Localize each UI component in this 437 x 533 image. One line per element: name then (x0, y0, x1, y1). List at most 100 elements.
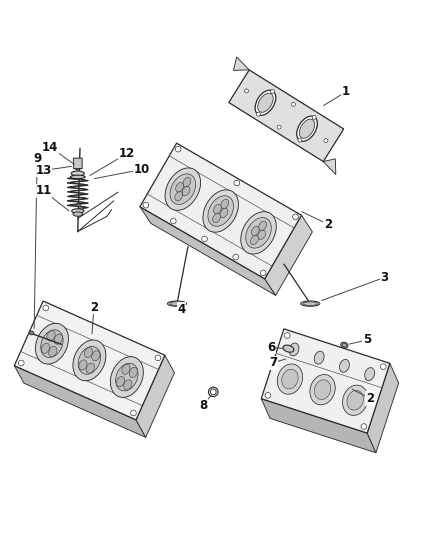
Ellipse shape (72, 209, 84, 213)
Ellipse shape (277, 125, 281, 129)
Polygon shape (140, 207, 276, 295)
Polygon shape (261, 399, 376, 453)
Ellipse shape (303, 302, 317, 305)
Text: 14: 14 (42, 141, 59, 154)
Ellipse shape (202, 236, 207, 242)
Ellipse shape (170, 218, 176, 224)
Ellipse shape (170, 174, 196, 205)
Ellipse shape (220, 208, 228, 217)
Ellipse shape (342, 343, 347, 347)
Text: 10: 10 (134, 163, 150, 176)
Polygon shape (261, 329, 390, 433)
Ellipse shape (143, 203, 149, 208)
Ellipse shape (49, 346, 57, 357)
FancyBboxPatch shape (73, 158, 82, 168)
Ellipse shape (86, 363, 94, 373)
Ellipse shape (211, 389, 216, 395)
Ellipse shape (70, 175, 85, 179)
Ellipse shape (41, 330, 63, 358)
Text: 13: 13 (35, 164, 52, 177)
Text: 5: 5 (363, 334, 371, 346)
Text: 1: 1 (342, 85, 350, 98)
Ellipse shape (298, 138, 302, 142)
Ellipse shape (265, 392, 271, 398)
Ellipse shape (203, 190, 239, 232)
Ellipse shape (167, 301, 187, 306)
Ellipse shape (78, 346, 101, 374)
Ellipse shape (251, 227, 259, 236)
Ellipse shape (301, 301, 320, 306)
Polygon shape (136, 355, 174, 438)
Text: 4: 4 (177, 303, 185, 316)
Ellipse shape (293, 214, 298, 220)
Ellipse shape (43, 305, 49, 311)
Ellipse shape (324, 139, 328, 142)
Ellipse shape (314, 351, 324, 364)
Ellipse shape (312, 115, 316, 119)
Ellipse shape (258, 230, 266, 239)
Ellipse shape (116, 376, 125, 387)
Ellipse shape (277, 364, 303, 394)
Polygon shape (265, 215, 312, 295)
Ellipse shape (258, 93, 273, 112)
Ellipse shape (310, 375, 335, 405)
Ellipse shape (291, 102, 295, 106)
Ellipse shape (381, 364, 386, 369)
Ellipse shape (77, 204, 80, 207)
Polygon shape (323, 159, 336, 174)
Ellipse shape (47, 331, 55, 341)
Ellipse shape (221, 199, 229, 208)
Polygon shape (140, 143, 302, 279)
Ellipse shape (347, 390, 364, 410)
Ellipse shape (234, 180, 239, 186)
Ellipse shape (183, 177, 191, 187)
Polygon shape (229, 70, 343, 161)
Ellipse shape (284, 333, 290, 338)
Ellipse shape (75, 166, 80, 170)
Ellipse shape (54, 334, 62, 344)
Ellipse shape (124, 380, 132, 390)
Text: 2: 2 (90, 301, 98, 313)
Ellipse shape (213, 213, 221, 223)
Ellipse shape (314, 380, 331, 400)
Polygon shape (14, 366, 146, 438)
Ellipse shape (260, 270, 266, 276)
Ellipse shape (283, 345, 294, 352)
Ellipse shape (289, 343, 299, 356)
Text: 6: 6 (267, 341, 275, 354)
Text: 11: 11 (35, 184, 52, 197)
Ellipse shape (73, 212, 83, 216)
Ellipse shape (35, 324, 69, 364)
Ellipse shape (365, 368, 375, 381)
Ellipse shape (131, 410, 136, 416)
Ellipse shape (42, 343, 50, 353)
Ellipse shape (122, 364, 130, 374)
Ellipse shape (297, 116, 317, 141)
Ellipse shape (250, 235, 258, 245)
Ellipse shape (175, 191, 183, 201)
Ellipse shape (271, 90, 274, 93)
Ellipse shape (214, 205, 221, 214)
Ellipse shape (29, 331, 34, 335)
Text: 2: 2 (366, 392, 374, 405)
Ellipse shape (176, 183, 184, 192)
Ellipse shape (259, 221, 267, 230)
Ellipse shape (84, 348, 93, 358)
Ellipse shape (241, 212, 276, 254)
Ellipse shape (92, 351, 100, 361)
Ellipse shape (340, 359, 349, 373)
Text: 3: 3 (381, 271, 388, 284)
Ellipse shape (341, 342, 348, 348)
Ellipse shape (116, 363, 138, 391)
Polygon shape (367, 364, 399, 453)
Text: 12: 12 (118, 147, 135, 160)
Ellipse shape (79, 360, 87, 370)
Polygon shape (233, 57, 249, 70)
Ellipse shape (245, 89, 249, 93)
Ellipse shape (18, 360, 24, 366)
Text: 8: 8 (199, 399, 207, 411)
Ellipse shape (343, 385, 368, 415)
Ellipse shape (233, 254, 239, 260)
Ellipse shape (257, 112, 260, 116)
Ellipse shape (299, 119, 315, 138)
